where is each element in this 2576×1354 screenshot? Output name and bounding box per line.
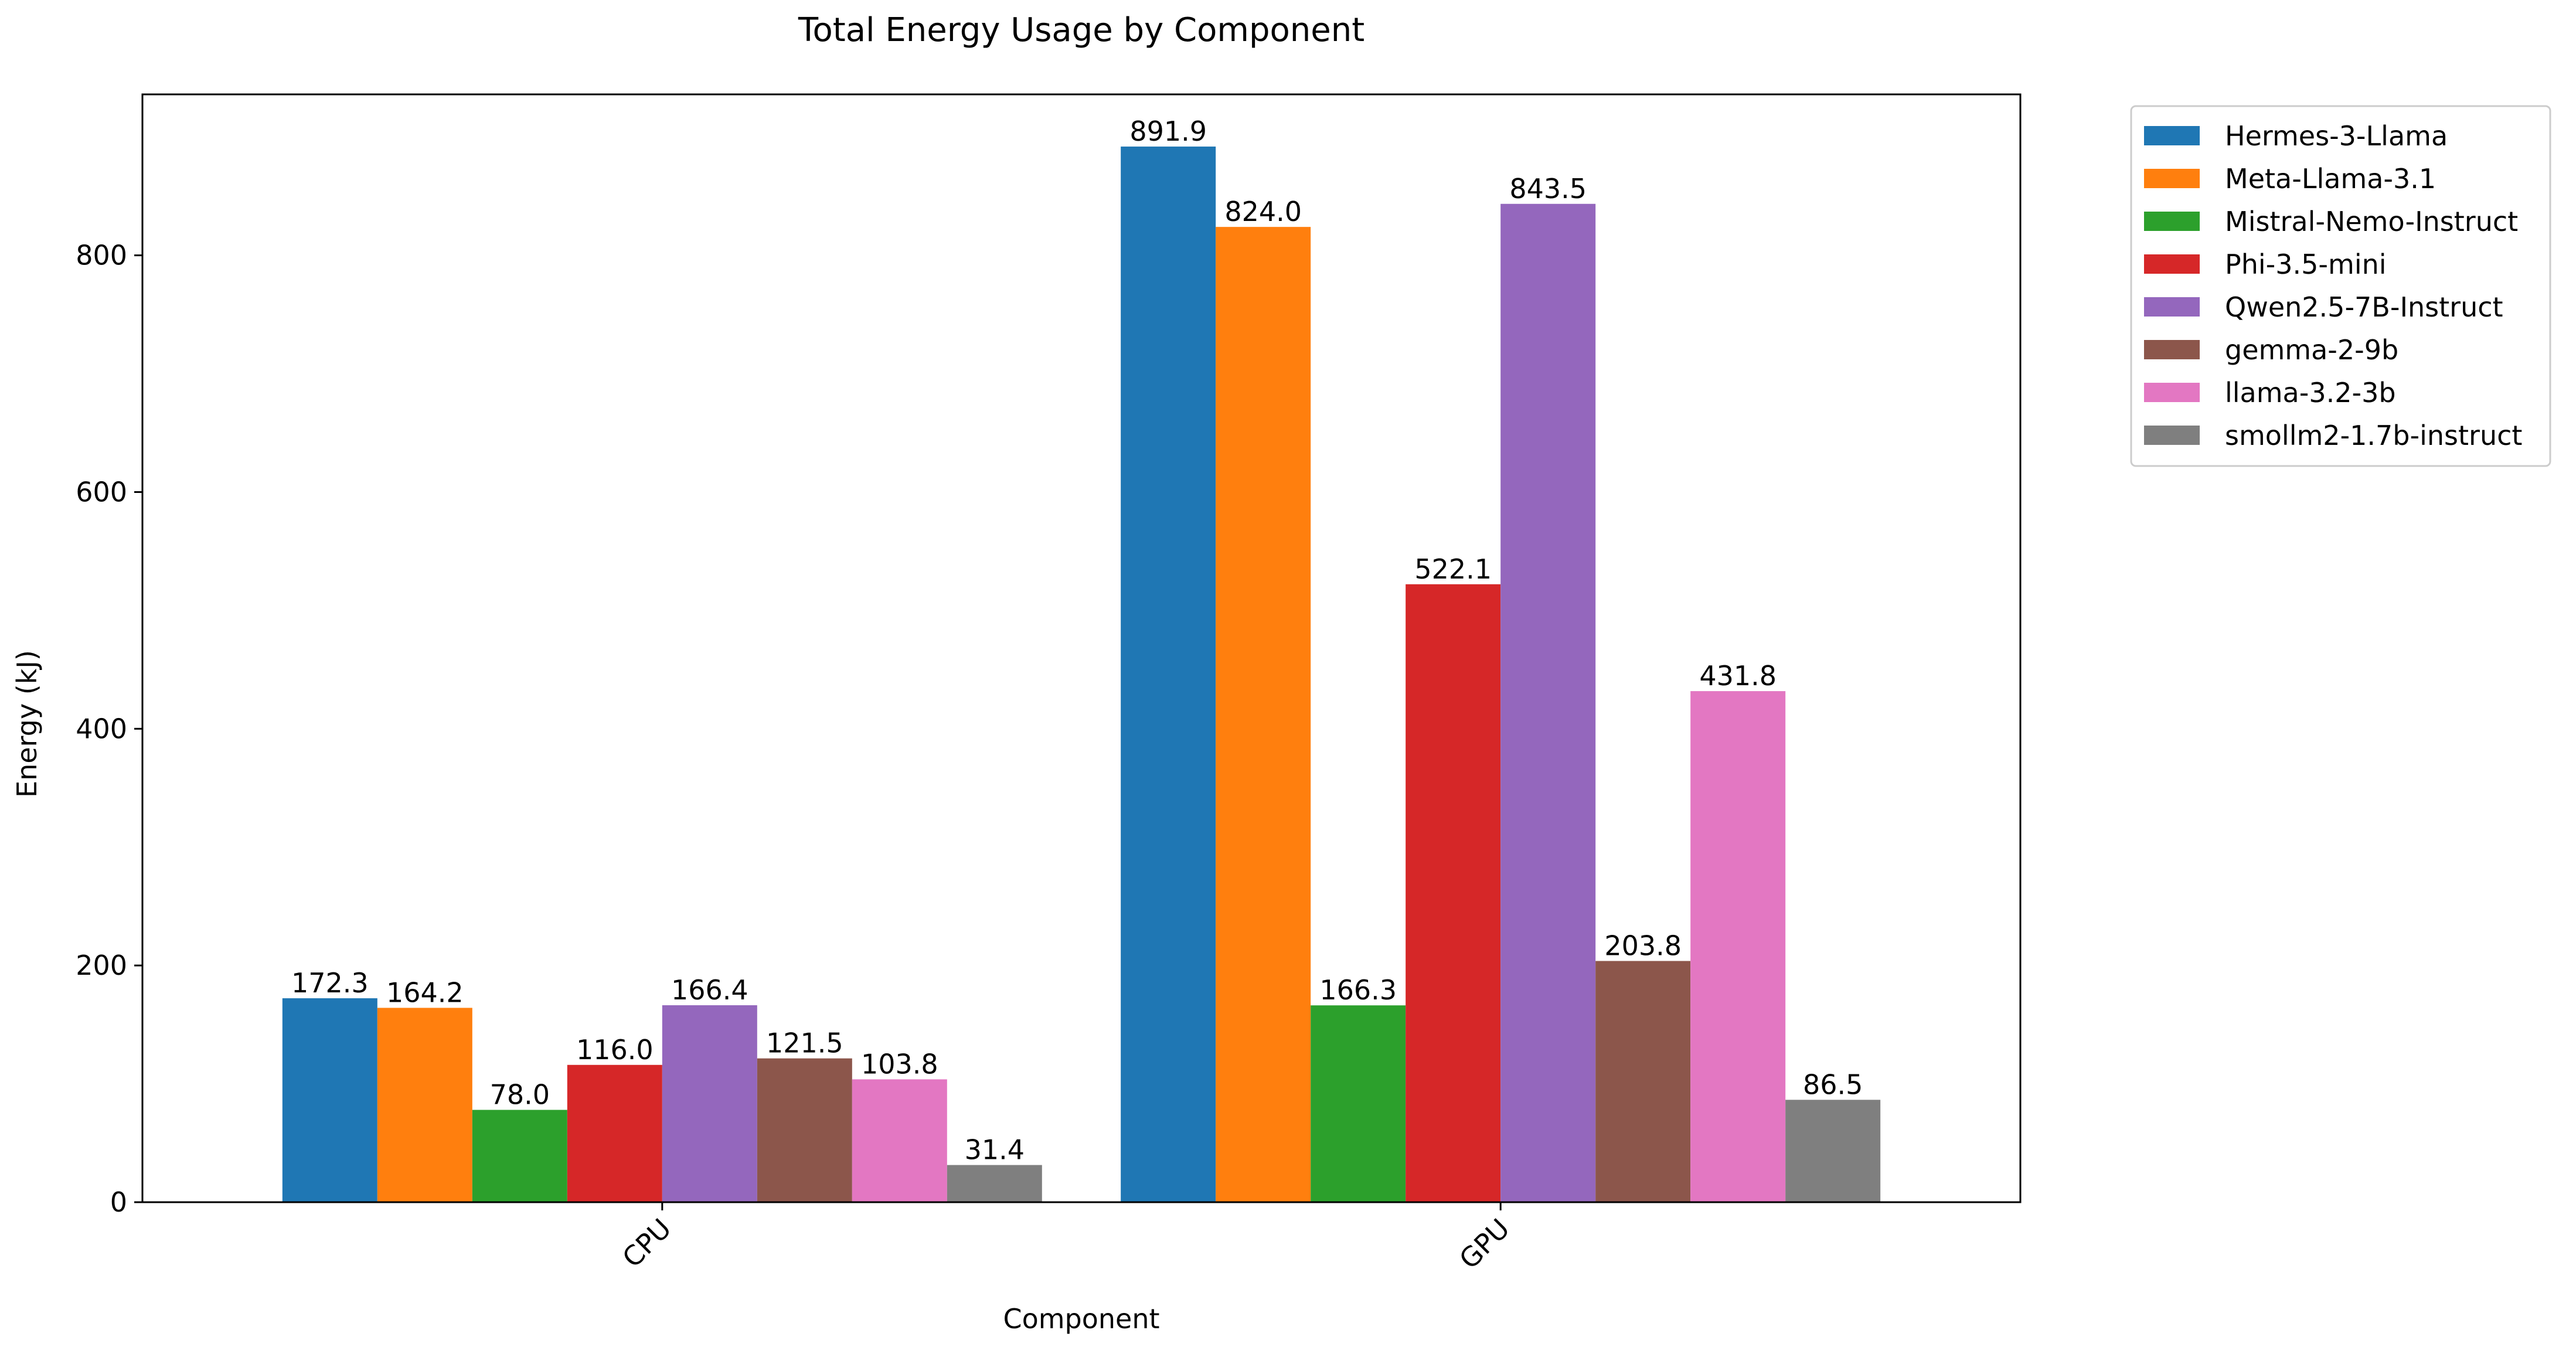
- bar-value-label: 843.5: [1509, 173, 1587, 205]
- bar-hermes-3-llama-gpu: [1121, 147, 1216, 1202]
- legend-swatch: [2144, 254, 2200, 274]
- legend-swatch: [2144, 169, 2200, 188]
- legend-entry-label: Mistral-Nemo-Instruct: [2225, 206, 2518, 237]
- chart-title: Total Energy Usage by Component: [798, 11, 1364, 49]
- bar-value-label: 166.4: [671, 974, 748, 1006]
- bar-qwen2-5-7b-instruct-gpu: [1500, 203, 1596, 1203]
- bar-value-label: 121.5: [766, 1028, 843, 1059]
- legend-entry-label: Qwen2.5-7B-Instruct: [2225, 291, 2503, 323]
- legend-entry-label: Meta-Llama-3.1: [2225, 163, 2436, 195]
- bar-mistral-nemo-instruct-cpu: [472, 1110, 567, 1202]
- bar-value-label: 166.3: [1319, 974, 1397, 1006]
- bar-phi-3-5-mini-cpu: [567, 1064, 662, 1202]
- bar-value-label: 31.4: [965, 1134, 1025, 1166]
- bar-value-labels: 172.3 891.9 164.2 824.0 78.0 166.3 116.0 522.1 1…: [291, 115, 1863, 1166]
- bar-value-label: 522.1: [1414, 553, 1492, 585]
- bar-qwen2-5-7b-instruct-cpu: [662, 1005, 757, 1202]
- bar-value-label: 431.8: [1699, 660, 1777, 692]
- bars-layer: [282, 147, 1881, 1203]
- y-tick-label: 200: [76, 950, 127, 981]
- bar-value-label: 824.0: [1224, 196, 1302, 227]
- y-axis-label: Energy (kJ): [11, 650, 43, 798]
- legend-swatch: [2144, 426, 2200, 445]
- bar-value-label: 103.8: [861, 1048, 938, 1080]
- bar-meta-llama-3-1-cpu: [377, 1008, 472, 1202]
- bar-value-label: 203.8: [1604, 930, 1682, 961]
- bar-llama-3-2-3b-gpu: [1690, 691, 1786, 1202]
- bar-value-label: 164.2: [386, 977, 464, 1008]
- y-tick-label: 600: [76, 476, 127, 508]
- bar-gemma-2-9b-gpu: [1595, 961, 1691, 1202]
- legend-swatch: [2144, 126, 2200, 145]
- legend-entry-label: Hermes-3-Llama: [2225, 120, 2448, 152]
- bar-value-label: 116.0: [576, 1034, 654, 1066]
- plot-frame: [141, 93, 2022, 1203]
- legend-swatch: [2144, 212, 2200, 231]
- y-tick-label: 0: [110, 1186, 127, 1218]
- legend-entry-label: smollm2-1.7b-instruct: [2225, 420, 2522, 451]
- legend-swatch: [2144, 297, 2200, 317]
- bar-smollm2-1-7b-instruct-gpu: [1785, 1100, 1881, 1202]
- legend-swatch: [2144, 340, 2200, 359]
- bar-value-label: 86.5: [1803, 1069, 1863, 1100]
- legend: Hermes-3-Llama Meta-Llama-3.1 Mistral-Nemo…: [2130, 105, 2551, 467]
- bar-llama-3-2-3b-cpu: [852, 1079, 947, 1202]
- bar-value-label: 78.0: [490, 1079, 550, 1111]
- y-tick-label: 800: [76, 240, 127, 271]
- bar-smollm2-1-7b-instruct-cpu: [947, 1165, 1042, 1202]
- legend-entry-label: llama-3.2-3b: [2225, 377, 2396, 409]
- y-tick-label: 400: [76, 713, 127, 744]
- legend-entry-label: gemma-2-9b: [2225, 334, 2398, 366]
- bar-meta-llama-3-1-gpu: [1216, 227, 1311, 1203]
- legend-swatch: [2144, 383, 2200, 402]
- bar-hermes-3-llama-cpu: [282, 998, 377, 1202]
- bar-gemma-2-9b-cpu: [757, 1058, 852, 1202]
- bar-mistral-nemo-instruct-gpu: [1311, 1005, 1406, 1202]
- bar-phi-3-5-mini-gpu: [1406, 584, 1501, 1202]
- bar-value-label: 172.3: [291, 967, 369, 999]
- x-axis-label: Component: [1003, 1303, 1159, 1335]
- legend-frame: [2130, 105, 2551, 467]
- legend-entry-label: Phi-3.5-mini: [2225, 249, 2387, 280]
- bar-value-label: 891.9: [1129, 115, 1207, 147]
